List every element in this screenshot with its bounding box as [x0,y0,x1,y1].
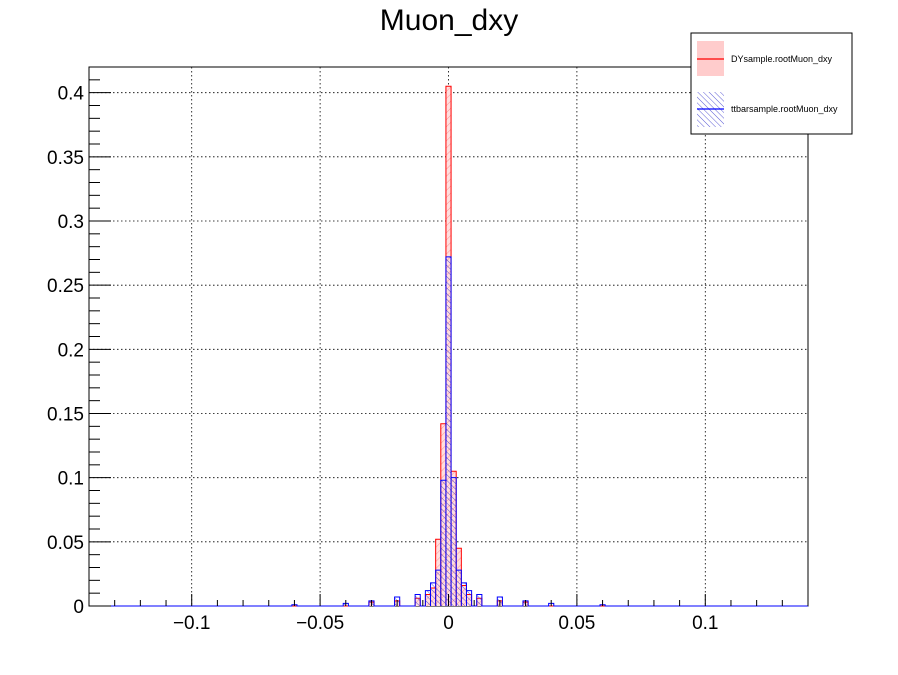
legend-label-dy: DYsample.rootMuon_dxy [731,54,833,64]
bar-1-7 [435,570,441,606]
x-tick-label-2: 0 [443,613,454,634]
y-tick-label-8: 0.4 [58,84,85,105]
bar-1-9 [445,256,452,606]
x-tick-label-0: −0.1 [173,613,211,634]
y-tick-label-3: 0.15 [47,405,84,426]
x-tick-label-4: 0.1 [692,613,718,634]
series-layer [89,85,808,607]
y-tick-label-6: 0.3 [58,212,84,233]
series-outline-1 [89,256,808,607]
bar-1-5 [425,590,431,606]
y-tick-label-2: 0.1 [58,469,84,490]
axes: −0.1 −0.05 0 0.05 0.1 0 0.05 0.1 0.15 0.2 0.25 0.3 0… [47,66,809,634]
bar-1-11 [456,570,462,606]
bar-1-6 [430,582,436,606]
y-tick-label-0: 0 [73,597,84,618]
bar-1-12 [461,582,467,606]
bar-1-14 [476,594,482,606]
y-tick-label-7: 0.35 [47,148,84,169]
x-tick-label-3: 0.05 [558,613,595,634]
series-1 [89,256,808,607]
bar-1-13 [466,590,472,606]
y-tick-label-4: 0.2 [58,340,84,361]
chart-title: Muon_dxy [380,4,518,37]
y-tick-label-1: 0.05 [47,533,84,554]
legend: DYsample.rootMuon_dxy ttbarsample.rootMu… [690,32,853,135]
bar-1-4 [415,594,421,606]
bar-1-10 [451,477,457,606]
x-tick-label-1: −0.05 [296,613,344,634]
legend-label-ttbar: ttbarsample.rootMuon_dxy [731,104,838,114]
bar-1-8 [440,480,446,606]
y-tick-label-5: 0.25 [47,276,84,297]
